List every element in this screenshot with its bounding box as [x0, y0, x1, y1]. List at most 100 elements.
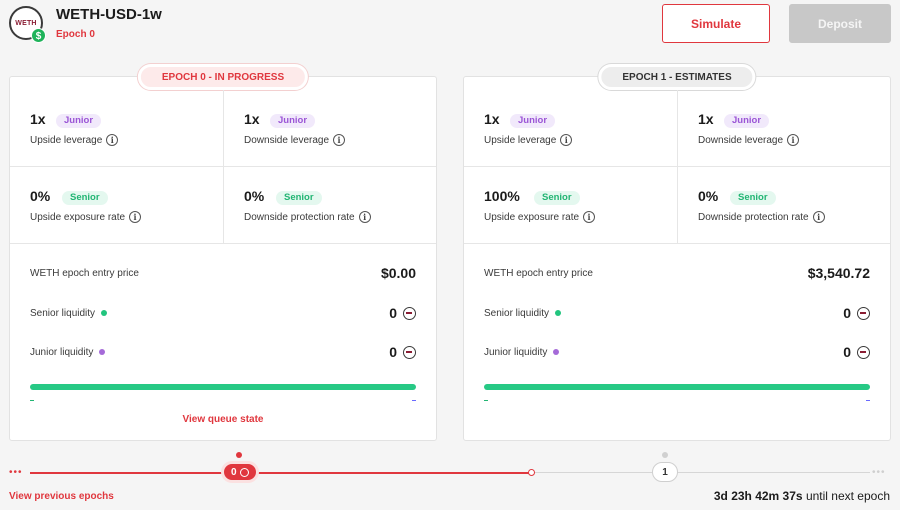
metric-value: 1x	[30, 111, 46, 127]
junior-dot-icon	[553, 349, 560, 355]
senior-liquidity-value: 0	[843, 305, 851, 321]
weth-logo-icon: WETH $	[9, 6, 46, 43]
entry-price-row: WETH epoch entry price $3,540.72	[484, 263, 870, 283]
weth-token-icon	[403, 306, 416, 320]
info-icon[interactable]: i	[129, 211, 142, 223]
junior-liquidity-value: 0	[843, 344, 851, 360]
senior-liquidity-label: Senior liquidity	[30, 307, 96, 319]
senior-dot-icon	[555, 310, 562, 316]
senior-tag: Senior	[276, 191, 322, 205]
epoch-timeline: ••• ••• 0 1 View previous epochs 3d 23h …	[0, 448, 900, 510]
metric-label: Downside leverage i	[244, 134, 346, 146]
logo-text: WETH	[15, 19, 37, 27]
senior-tick	[30, 400, 34, 401]
junior-liquidity-label: Junior liquidity	[30, 346, 94, 358]
entry-price-value: $3,540.72	[807, 265, 870, 281]
info-icon[interactable]: i	[787, 134, 800, 146]
entry-price-value: $0.00	[380, 265, 416, 281]
metric-value: 0%	[30, 188, 51, 204]
deposit-button[interactable]: Deposit	[789, 4, 891, 43]
junior-tag: Junior	[270, 114, 316, 128]
metric-value: 1x	[698, 111, 714, 127]
metric-label: Downside protection rate i	[244, 211, 371, 223]
metrics-grid: 1x Junior Upside leverage i 1x Junior Dow…	[464, 90, 890, 244]
epoch-0-number: 0	[231, 466, 237, 478]
senior-dot-icon	[101, 310, 108, 316]
epoch-0-tab: EPOCH 0 - IN PROGRESS	[137, 64, 309, 90]
current-epoch-label: Epoch 0	[56, 29, 95, 40]
metric-value: 100%	[484, 188, 520, 204]
epoch-1-node[interactable]: 1	[652, 462, 678, 482]
epoch-0-card: EPOCH 0 - IN PROGRESS 1x Junior Upside l…	[9, 64, 437, 441]
entry-price-label: WETH epoch entry price	[484, 267, 593, 279]
junior-liquidity-value: 0	[389, 344, 397, 360]
info-icon[interactable]: i	[560, 134, 573, 146]
senior-liquidity-row: Senior liquidity 0	[30, 303, 416, 323]
timeline-remaining-line	[532, 472, 870, 473]
weth-token-icon	[403, 345, 416, 359]
senior-tick	[484, 400, 488, 401]
metrics-grid: 1x Junior Upside leverage i 1x Junior Dow…	[10, 90, 436, 244]
entry-price-row: WETH epoch entry price $0.00	[30, 263, 416, 283]
info-icon[interactable]: i	[333, 134, 346, 146]
liquidity-ratio-bar	[30, 384, 416, 390]
metric-label: Upside leverage i	[484, 134, 573, 146]
downside-protection-cell: 0% Senior Downside protection rate i	[677, 167, 890, 244]
upside-exposure-cell: 100% Senior Upside exposure rate i	[464, 167, 677, 244]
senior-liquidity-value: 0	[389, 305, 397, 321]
next-epoch-countdown: 3d 23h 42m 37s until next epoch	[714, 489, 890, 503]
junior-liquidity-row: Junior liquidity 0	[30, 342, 416, 362]
epoch-1-card: EPOCH 1 - ESTIMATES 1x Junior Upside lev…	[463, 64, 891, 441]
entry-price-label: WETH epoch entry price	[30, 267, 139, 279]
senior-liquidity-label: Senior liquidity	[484, 307, 550, 319]
metric-label: Downside leverage i	[698, 134, 800, 146]
metric-value: 0%	[698, 188, 719, 204]
metric-value: 1x	[484, 111, 500, 127]
junior-tag: Junior	[510, 114, 556, 128]
countdown-value: 3d 23h 42m 37s	[713, 489, 803, 503]
simulate-button[interactable]: Simulate	[662, 4, 770, 43]
metric-label: Downside protection rate i	[698, 211, 825, 223]
epoch-1-tab: EPOCH 1 - ESTIMATES	[598, 64, 756, 90]
info-icon[interactable]: i	[583, 211, 596, 223]
dollar-badge-icon: $	[31, 28, 46, 43]
downside-leverage-cell: 1x Junior Downside leverage i	[677, 90, 890, 167]
timeline-dots-left: •••	[9, 467, 23, 478]
info-icon[interactable]: i	[812, 211, 825, 223]
downside-protection-cell: 0% Senior Downside protection rate i	[223, 167, 436, 244]
junior-tick	[412, 400, 416, 401]
bar-ticks	[484, 398, 870, 404]
junior-tick	[866, 400, 870, 401]
countdown-suffix: until next epoch	[805, 489, 890, 503]
metric-value: 0%	[244, 188, 265, 204]
epoch-0-node[interactable]: 0	[221, 461, 259, 483]
senior-tag: Senior	[534, 191, 580, 205]
timeline-dots-right: •••	[872, 467, 886, 478]
junior-liquidity-row: Junior liquidity 0	[484, 342, 870, 362]
view-queue-state-link[interactable]: View queue state	[182, 414, 264, 425]
upside-exposure-cell: 0% Senior Upside exposure rate i	[10, 167, 223, 244]
downside-leverage-cell: 1x Junior Downside leverage i	[223, 90, 436, 167]
junior-tag: Junior	[56, 114, 102, 128]
weth-token-icon	[857, 306, 870, 320]
view-previous-epochs-link[interactable]: View previous epochs	[9, 491, 114, 502]
metric-value: 1x	[244, 111, 260, 127]
metric-label: Upside exposure rate i	[484, 211, 596, 223]
current-epoch-marker	[236, 452, 242, 458]
timeline-progress-line	[30, 472, 532, 474]
senior-liquidity-row: Senior liquidity 0	[484, 303, 870, 323]
senior-tag: Senior	[62, 191, 108, 205]
info-icon[interactable]: i	[358, 211, 371, 223]
next-epoch-marker	[662, 452, 668, 458]
header: WETH $ WETH-USD-1w Epoch 0 Simulate Depo…	[0, 0, 900, 56]
junior-tag: Junior	[724, 114, 770, 128]
junior-liquidity-label: Junior liquidity	[484, 346, 548, 358]
weth-token-icon	[857, 345, 870, 359]
senior-tag: Senior	[730, 191, 776, 205]
upside-leverage-cell: 1x Junior Upside leverage i	[464, 90, 677, 167]
progress-ring-icon	[239, 467, 249, 477]
info-icon[interactable]: i	[106, 134, 119, 146]
pool-title: WETH-USD-1w	[56, 6, 162, 23]
bar-ticks	[30, 398, 416, 404]
upside-leverage-cell: 1x Junior Upside leverage i	[10, 90, 223, 167]
